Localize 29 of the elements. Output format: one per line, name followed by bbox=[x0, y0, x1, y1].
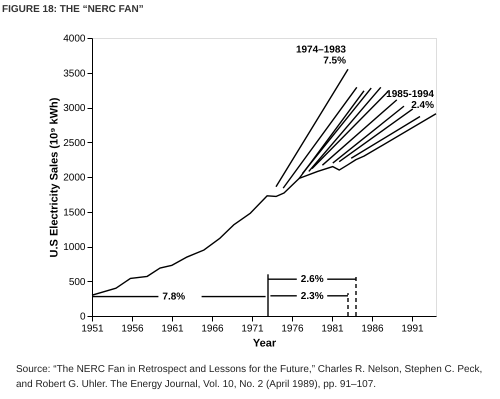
x-tick-label: 1976 bbox=[281, 324, 304, 334]
x-tick-label: 1966 bbox=[201, 324, 224, 334]
x-tick-label: 1991 bbox=[401, 324, 424, 334]
x-axis-title: Year bbox=[252, 338, 277, 350]
y-tick-label: 0 bbox=[80, 312, 86, 322]
y-tick-label: 2000 bbox=[63, 172, 86, 184]
x-tick-label: 1986 bbox=[361, 324, 384, 334]
chart-title: FIGURE 18: THE “NERC FAN” bbox=[2, 4, 144, 15]
annotation: 2.3% bbox=[300, 290, 324, 302]
annotation: 7.8% bbox=[162, 292, 186, 303]
y-tick-label: 2500 bbox=[63, 138, 86, 149]
source-note: Source: “The NERC Fan in Retrospect and Lessons for the Future,” Charles R. Nelson, Stephen C. Peck, and Robert G. Uhler. The Energy Journal, Vol. 10, No. 2 (April 1989), pp. 91–107. bbox=[16, 364, 482, 390]
y-tick-label: 3000 bbox=[63, 103, 86, 114]
x-tick-label: 1971 bbox=[241, 324, 264, 334]
y-tick-label: 500 bbox=[68, 276, 86, 288]
y-tick-label: 3500 bbox=[63, 68, 86, 80]
x-tick-label: 1961 bbox=[161, 324, 184, 334]
x-tick-label: 1956 bbox=[121, 324, 144, 334]
y-tick-label: 4000 bbox=[63, 34, 86, 44]
annotation: 1985-1994 bbox=[386, 88, 434, 100]
x-tick-label: 1951 bbox=[81, 324, 104, 334]
x-tick-label: 1981 bbox=[321, 324, 344, 334]
y-axis-title: U.S Electricity Sales (10⁹ kWh) bbox=[48, 97, 60, 258]
annotation: 2.4% bbox=[411, 100, 434, 111]
annotation: 1974–1983 bbox=[296, 44, 346, 56]
y-tick-label: 1000 bbox=[63, 242, 86, 253]
annotation: 2.6% bbox=[300, 274, 324, 286]
annotation: 7.5% bbox=[323, 55, 346, 66]
y-tick-label: 1500 bbox=[63, 207, 86, 218]
